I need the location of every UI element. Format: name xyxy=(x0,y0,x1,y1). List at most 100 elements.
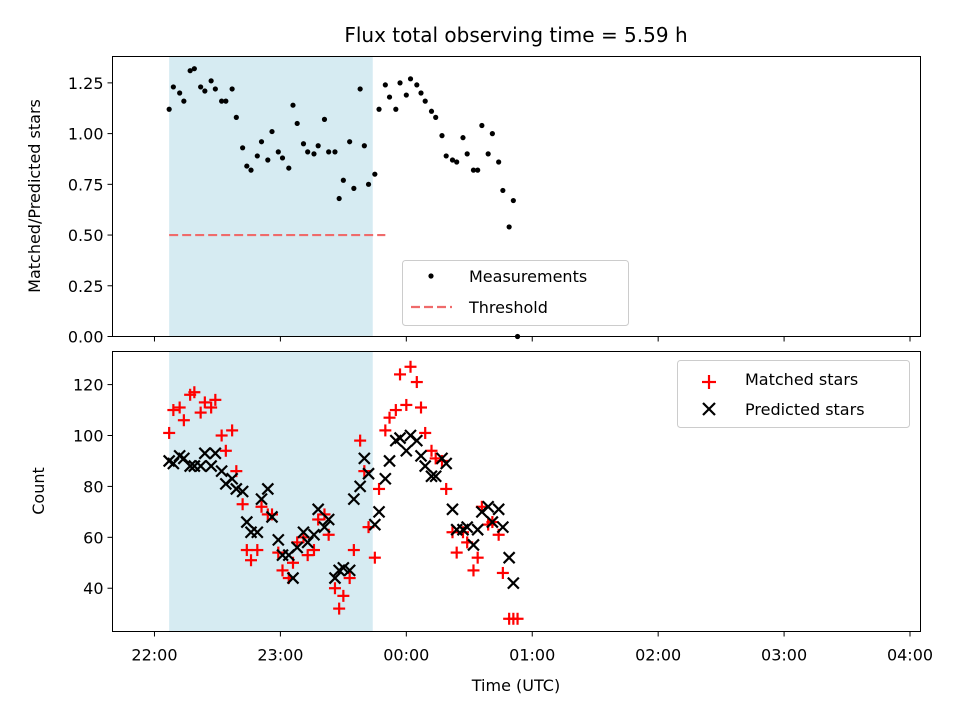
predicted-star-point xyxy=(379,472,392,486)
predicted-star-point xyxy=(261,482,275,496)
predicted-star-point xyxy=(471,523,484,536)
top-y-tick-label: 0.75 xyxy=(68,175,104,194)
bottom-y-tick-label: 120 xyxy=(73,376,104,395)
measurement-point xyxy=(191,66,197,72)
matched-star-point xyxy=(188,386,201,399)
bottom-y-tick-label: 80 xyxy=(83,477,103,496)
matched-star-point xyxy=(205,401,218,414)
measurement-point xyxy=(475,167,481,173)
matched-star-point xyxy=(245,554,258,567)
matched-star-point xyxy=(379,424,392,437)
measurement-point xyxy=(414,82,420,88)
matched-star-point xyxy=(440,482,453,495)
measurement-point xyxy=(340,177,346,183)
x-tick-label: 02:00 xyxy=(635,646,681,665)
measurement-point xyxy=(347,139,353,145)
predicted-star-point xyxy=(502,551,516,564)
measurement-point xyxy=(279,155,286,161)
matched-star-point xyxy=(358,465,371,478)
measurement-point xyxy=(470,167,477,173)
measurement-point xyxy=(454,159,460,165)
matched-star-point xyxy=(389,404,402,417)
matched-star-point xyxy=(419,426,432,439)
measurement-point xyxy=(326,149,332,155)
measurement-point xyxy=(300,141,307,147)
measurement-point xyxy=(357,86,363,92)
predicted-star-point xyxy=(297,525,310,539)
predicted-star-point xyxy=(372,505,386,519)
top-y-ticks: 0.00 0.25 0.50 0.75 1.00 1.25 xyxy=(68,74,113,347)
top-y-axis-label: Matched/Predicted stars xyxy=(25,99,44,293)
measurement-point xyxy=(321,116,328,122)
predicted-star-point xyxy=(209,447,222,460)
measurement-point xyxy=(248,167,254,173)
measurement-point xyxy=(443,153,449,159)
x-tick-label: 04:00 xyxy=(887,646,933,665)
measurement-point xyxy=(269,128,275,135)
measurement-point xyxy=(286,165,292,171)
measurement-point xyxy=(311,151,317,157)
measurement-point xyxy=(418,90,424,96)
measurement-point xyxy=(208,78,214,84)
predicted-star-point xyxy=(265,510,279,524)
matched-star-point xyxy=(496,566,509,579)
legend-measurements-label: Measurements xyxy=(469,267,587,286)
x-tick-label: 00:00 xyxy=(383,646,429,665)
predicted-star-point xyxy=(328,571,342,585)
measurement-point xyxy=(496,159,502,165)
predicted-star-point xyxy=(240,515,254,529)
measurement-point xyxy=(365,181,372,187)
measurement-point xyxy=(485,151,491,157)
matched-star-point xyxy=(173,401,186,414)
matched-star-point xyxy=(312,513,325,526)
top-chart-title: Flux total observing time = 5.59 h xyxy=(344,23,687,47)
matched-star-point xyxy=(354,434,367,447)
predicted-star-point xyxy=(414,449,428,463)
predicted-star-point xyxy=(429,469,442,483)
predicted-star-point xyxy=(481,500,495,514)
measurement-point xyxy=(244,163,250,169)
measurement-point xyxy=(170,84,176,90)
matched-star-point xyxy=(337,589,350,602)
predicted-star-point xyxy=(251,525,264,539)
bottom-panel: 40 60 80 100 120 22:00 23:00 00:00 01:00 02:00 03… xyxy=(29,351,933,695)
measurement-point xyxy=(403,92,409,98)
top-legend: Measurements Threshold xyxy=(402,260,629,326)
measurement-point xyxy=(219,98,225,104)
matched-star-point xyxy=(333,602,346,615)
legend-threshold-label: Threshold xyxy=(468,298,548,317)
bottom-legend: Matched stars Predicted stars xyxy=(677,360,910,428)
measurement-point xyxy=(258,139,265,145)
measurement-point xyxy=(382,82,388,88)
top-panel: Flux total observing time = 5.59 h 0.000… xyxy=(25,23,921,347)
matched-star-point xyxy=(429,452,442,465)
measurement-point xyxy=(407,76,414,82)
measurement-point xyxy=(202,88,208,94)
predicted-star-point xyxy=(322,513,335,526)
bottom-x-axis-label: Time (UTC) xyxy=(471,676,560,695)
measurement-point xyxy=(460,135,466,141)
matched-stars-points xyxy=(163,360,524,625)
measurement-point xyxy=(332,149,338,155)
measurement-point xyxy=(254,153,260,159)
matched-star-point xyxy=(347,544,360,557)
legend-matched-marker xyxy=(702,375,716,389)
matched-star-point xyxy=(410,376,423,389)
measurement-point xyxy=(336,195,342,202)
predicted-star-point xyxy=(215,464,228,478)
x-tick-label: 22:00 xyxy=(131,646,177,665)
x-tick-label: 03:00 xyxy=(761,646,807,665)
measurement-point xyxy=(500,187,506,194)
measurement-point xyxy=(464,151,470,157)
measurement-point xyxy=(265,157,271,163)
predicted-star-point xyxy=(290,541,304,554)
matched-star-point xyxy=(177,414,190,427)
predicted-star-point xyxy=(446,503,459,516)
matched-star-point xyxy=(343,572,356,585)
predicted-star-point xyxy=(255,492,268,506)
matched-star-point xyxy=(373,482,386,495)
predicted-star-point xyxy=(347,492,361,506)
measurement-point xyxy=(187,68,193,74)
matched-star-point xyxy=(301,549,314,562)
